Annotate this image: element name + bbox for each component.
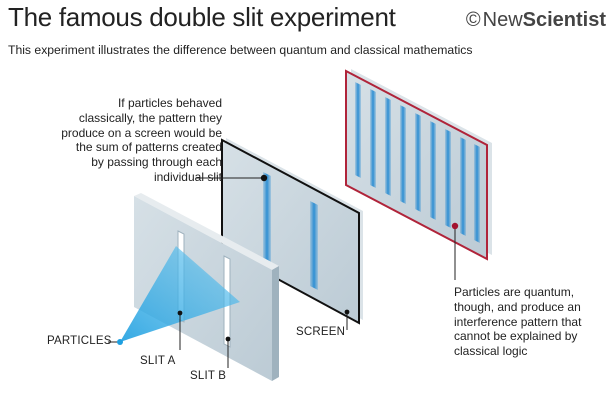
classical-annotation: If particles behaved classically, the pa…	[61, 96, 222, 184]
classical-stripe-a	[263, 172, 271, 263]
slit-a-marker-dot	[177, 310, 183, 316]
particle-source-dot	[117, 339, 123, 345]
interference-screen	[345, 69, 492, 261]
particle-beam	[120, 246, 240, 342]
screen-label: SCREEN	[296, 326, 346, 338]
page-title: The famous double slit experiment	[8, 2, 396, 32]
classical-stripe-b	[310, 201, 318, 290]
classical-screen	[221, 138, 363, 325]
slit-a-label: SLIT A	[140, 355, 176, 367]
interference-fringes	[355, 82, 480, 243]
slit-b-label: SLIT B	[190, 370, 227, 382]
quantum-annotation: Particles are quantum, though, and produ…	[454, 285, 582, 359]
classical-marker-dot	[260, 174, 268, 182]
page-subtitle: This experiment illustrates the differen…	[8, 43, 473, 57]
screen-marker-dot	[344, 309, 350, 315]
slit-b-marker-dot	[225, 336, 231, 342]
new-scientist-logo: © NewScientist	[465, 9, 606, 31]
particles-label: PARTICLES	[47, 335, 112, 347]
quantum-marker-dot	[451, 222, 459, 230]
